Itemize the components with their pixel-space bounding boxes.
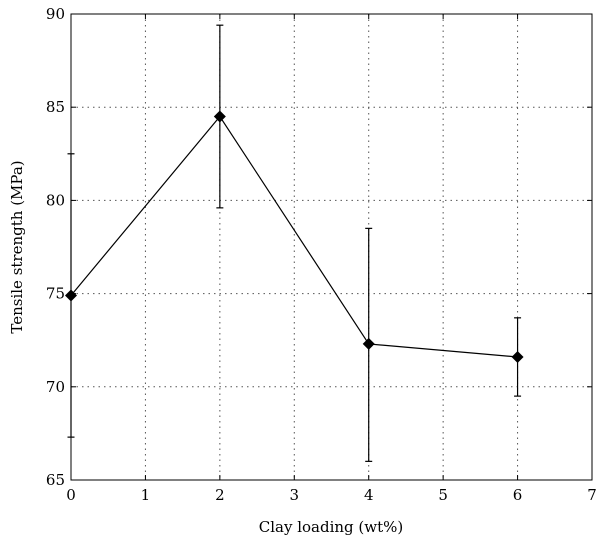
data-point-diamond xyxy=(65,289,77,302)
y-tick-label: 80 xyxy=(46,191,65,209)
grid-lines xyxy=(71,14,592,480)
x-tick-label: 4 xyxy=(364,486,374,504)
series-line xyxy=(70,115,518,358)
x-tick-label: 7 xyxy=(587,486,597,504)
plot-frame xyxy=(70,13,593,481)
y-axis-ticks: 65 70 75 80 85 90 xyxy=(46,5,592,489)
x-axis-ticks: 0 1 2 3 4 5 6 7 xyxy=(66,14,597,504)
x-axis-label: Clay loading (wt%) xyxy=(259,518,404,536)
x-tick-label: 6 xyxy=(513,486,523,504)
x-tick-label: 1 xyxy=(141,486,151,504)
y-tick-label: 75 xyxy=(46,285,65,303)
data-point-diamond xyxy=(511,350,524,363)
x-tick-label: 0 xyxy=(66,486,76,504)
y-tick-label: 90 xyxy=(46,5,65,23)
x-tick-label: 2 xyxy=(215,486,225,504)
data-point-diamond xyxy=(213,110,226,123)
data-point-diamond xyxy=(362,337,375,350)
y-tick-label: 65 xyxy=(46,471,65,489)
y-tick-label: 70 xyxy=(46,378,65,396)
error-bars xyxy=(67,24,522,462)
y-axis-label: Tensile strength (MPa) xyxy=(8,160,26,333)
y-tick-label: 85 xyxy=(46,98,65,116)
data-markers xyxy=(65,110,524,363)
x-tick-label: 5 xyxy=(438,486,448,504)
x-tick-label: 3 xyxy=(290,486,300,504)
